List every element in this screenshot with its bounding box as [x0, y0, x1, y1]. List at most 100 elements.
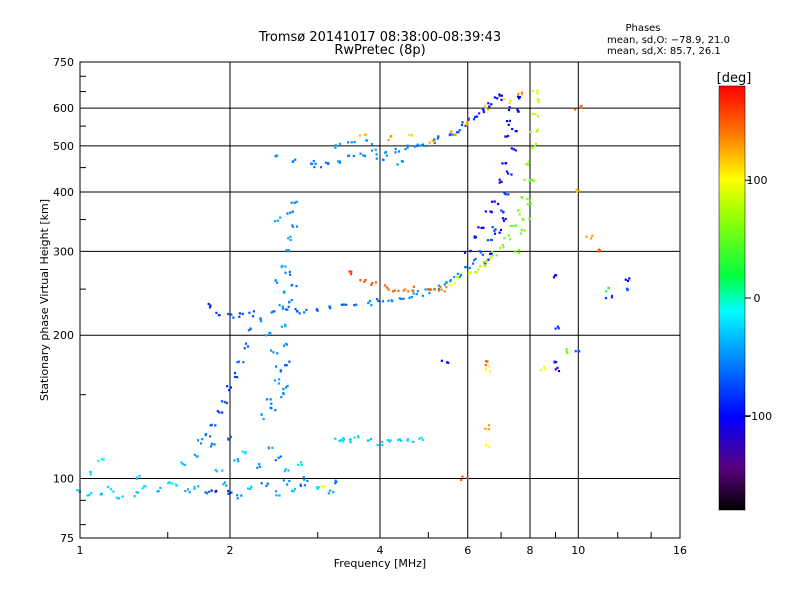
data-point: [503, 98, 506, 101]
data-point: [370, 438, 373, 441]
data-point: [437, 288, 441, 291]
data-point: [350, 270, 353, 273]
x-tick-label: 8: [527, 544, 534, 557]
data-point: [543, 365, 546, 369]
colorbar-tick-label: 100: [747, 174, 768, 187]
data-point: [400, 297, 403, 300]
data-point: [236, 458, 239, 461]
data-point: [605, 290, 608, 293]
data-point: [554, 368, 557, 371]
data-point: [502, 246, 505, 249]
data-point: [509, 225, 512, 228]
y-tick-label: 75: [60, 532, 74, 545]
data-point: [377, 299, 380, 303]
data-point: [488, 105, 491, 108]
data-point: [412, 289, 415, 293]
data-point: [285, 343, 289, 346]
data-point: [507, 109, 511, 112]
data-point: [290, 284, 293, 287]
data-point: [213, 443, 216, 446]
data-point: [349, 441, 352, 444]
data-point: [227, 312, 230, 316]
data-point: [394, 151, 397, 154]
data-point: [404, 288, 407, 291]
data-point: [272, 351, 275, 354]
data-point: [375, 157, 378, 160]
data-point: [493, 229, 496, 232]
data-point: [209, 435, 212, 438]
data-point: [357, 435, 360, 438]
data-point: [485, 443, 488, 447]
legend-line-1: mean, sd,O: −78.9, 21.0: [607, 35, 730, 46]
data-point: [196, 455, 199, 458]
data-point: [302, 476, 305, 479]
data-point: [269, 398, 272, 401]
data-point: [234, 375, 237, 378]
data-point: [481, 253, 484, 256]
data-point: [537, 101, 540, 104]
data-point: [507, 193, 510, 196]
data-point: [381, 444, 384, 447]
data-point: [412, 292, 415, 295]
data-point: [517, 97, 521, 100]
data-point: [418, 437, 421, 440]
data-point: [284, 265, 287, 268]
data-point: [484, 106, 487, 109]
data-point: [537, 98, 540, 101]
data-point: [518, 251, 521, 254]
data-point: [500, 209, 503, 212]
data-point: [517, 92, 520, 95]
data-point: [522, 218, 525, 221]
data-point: [624, 278, 627, 281]
data-point: [342, 437, 345, 440]
data-point: [121, 495, 124, 498]
data-point: [286, 384, 289, 388]
chart-subtitle: RwPretec (8p): [334, 43, 425, 58]
data-point: [274, 279, 277, 282]
data-point: [478, 250, 481, 253]
data-point: [135, 476, 138, 479]
data-point: [223, 400, 226, 404]
data-point: [274, 409, 277, 412]
data-point: [291, 225, 295, 228]
data-point: [349, 273, 353, 276]
data-point: [199, 442, 203, 445]
data-point: [305, 308, 308, 312]
data-point: [188, 491, 191, 494]
data-point: [229, 435, 232, 439]
data-point: [109, 488, 112, 491]
data-point: [252, 310, 255, 313]
data-point: [604, 297, 608, 300]
data-point: [247, 487, 250, 490]
data-point: [466, 120, 469, 123]
data-point: [281, 307, 284, 310]
data-point: [461, 121, 464, 124]
data-point: [238, 312, 241, 315]
data-point: [291, 224, 294, 227]
data-point: [471, 262, 475, 265]
data-point: [400, 160, 403, 163]
data-point: [529, 130, 532, 133]
data-point: [445, 286, 448, 289]
data-point: [135, 477, 138, 480]
data-point: [469, 271, 472, 274]
data-point: [496, 97, 499, 100]
data-point: [412, 440, 415, 443]
data-point: [279, 455, 282, 458]
data-point: [537, 115, 540, 118]
data-point: [294, 308, 297, 311]
data-point: [397, 150, 401, 153]
data-point: [276, 154, 279, 157]
data-point: [334, 482, 337, 485]
data-point: [485, 260, 488, 263]
data-point: [554, 327, 557, 330]
data-point: [181, 463, 184, 466]
data-point: [287, 469, 290, 472]
data-point: [528, 179, 531, 182]
data-point: [536, 89, 539, 92]
data-point: [225, 401, 228, 405]
data-point: [244, 452, 247, 455]
data-point: [458, 275, 462, 278]
data-point: [102, 458, 105, 461]
data-point: [228, 389, 231, 392]
